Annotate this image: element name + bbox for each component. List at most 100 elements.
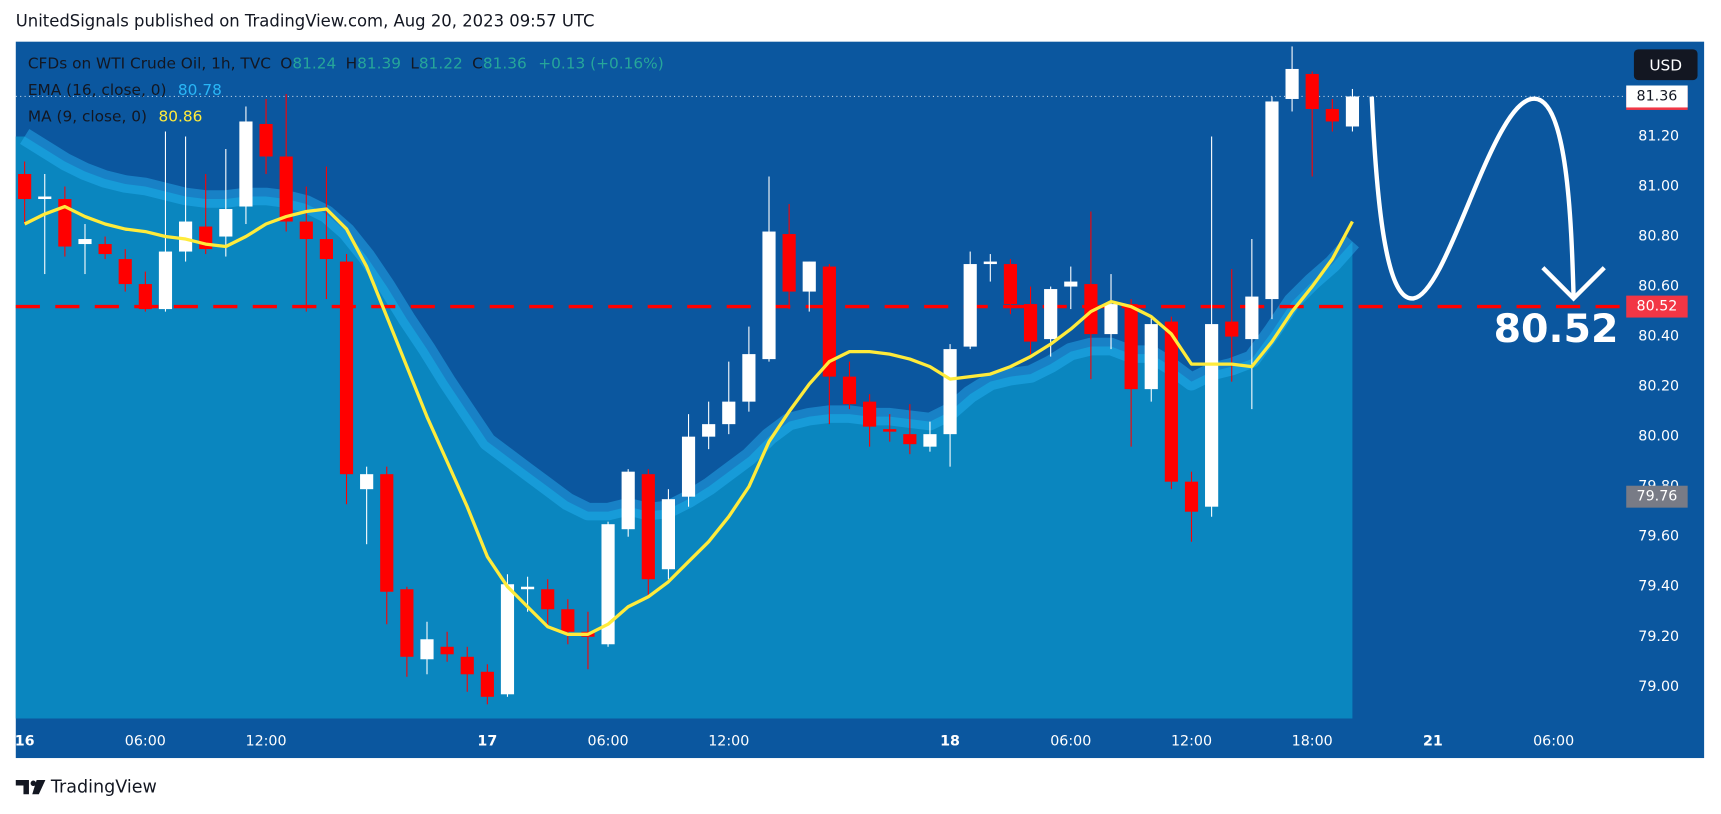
- x-tick-label: 06:00: [1050, 734, 1091, 750]
- drawn-arrow: [1369, 96, 1576, 301]
- high-value: 81.39: [357, 54, 401, 72]
- y-tick-label: 79.00: [1638, 679, 1679, 695]
- x-tick-label: 12:00: [708, 734, 749, 750]
- publisher: UnitedSignals published on TradingView.c…: [16, 11, 595, 30]
- change: +0.13 (+0.16%): [538, 54, 663, 72]
- candle-body: [219, 209, 233, 237]
- x-tick-label: 21: [1423, 734, 1443, 750]
- y-tick-label: 81.20: [1638, 128, 1679, 144]
- legend-value: 80.86: [158, 107, 202, 125]
- legend-name: EMA (16, close, 0): [28, 80, 167, 98]
- candle-body: [762, 231, 776, 360]
- candle-body: [742, 354, 756, 402]
- candle-body: [118, 259, 132, 285]
- y-tick-label: 79.40: [1638, 579, 1679, 595]
- x-tick-label: 17: [477, 734, 497, 750]
- candle-body: [681, 436, 696, 497]
- candle-body: [1305, 73, 1319, 109]
- price-badge: [1626, 85, 1688, 108]
- candle-body: [903, 434, 917, 445]
- candle-body: [1003, 264, 1018, 305]
- candle-body: [1285, 68, 1299, 99]
- axes: 79.0079.2079.4079.6079.8080.0080.2080.40…: [15, 85, 1688, 750]
- x-tick-label: 12:00: [1171, 734, 1212, 750]
- candle-body: [923, 434, 937, 447]
- candle-body: [18, 174, 32, 200]
- candle-body: [178, 221, 193, 252]
- candle-body: [1325, 108, 1339, 122]
- y-tick-label: 80.00: [1638, 429, 1679, 445]
- low-label: L: [410, 54, 419, 72]
- brand: TradingView: [50, 778, 157, 798]
- candle-body: [1044, 289, 1058, 340]
- candle-body: [521, 586, 535, 590]
- price-badge-label: 81.36: [1637, 88, 1678, 104]
- candle-body: [863, 401, 877, 427]
- candle-body: [621, 471, 635, 530]
- price-badge-label: 80.52: [1637, 299, 1678, 315]
- candle-body: [641, 474, 655, 580]
- candle-body: [1084, 284, 1098, 335]
- candle-body: [722, 401, 736, 425]
- candle-body: [420, 639, 434, 660]
- candle-body: [541, 589, 555, 610]
- candle-body: [460, 656, 474, 675]
- x-tick-label: 06:00: [1533, 734, 1574, 750]
- low-value: 81.22: [419, 54, 463, 72]
- candle-body: [259, 123, 273, 157]
- candle-body: [1023, 304, 1038, 342]
- candle-body: [1164, 321, 1178, 482]
- price-badge-label: 79.76: [1637, 489, 1678, 505]
- candle-body: [500, 584, 515, 695]
- candle-body: [883, 429, 897, 432]
- currency: USD: [1649, 56, 1682, 74]
- price-badge: [1626, 485, 1688, 508]
- legend-value: 80.78: [178, 80, 222, 98]
- x-tick-label: 12:00: [246, 734, 287, 750]
- candle-body: [983, 261, 997, 265]
- close-value: 81.36: [483, 54, 527, 72]
- candle-body: [98, 244, 112, 255]
- x-tick-label: 18:00: [1292, 734, 1333, 750]
- legend-name: MA (9, close, 0): [28, 107, 147, 125]
- candle-body: [561, 609, 575, 632]
- y-tick-label: 80.40: [1638, 329, 1679, 345]
- candle-body: [1064, 281, 1078, 287]
- open-value: 81.24: [292, 54, 336, 72]
- candle-body: [58, 199, 72, 247]
- candle-body: [842, 376, 857, 405]
- candle-body: [319, 239, 333, 260]
- candle-body: [1225, 321, 1239, 337]
- candle-body: [661, 499, 676, 570]
- candle-body: [1245, 296, 1259, 340]
- candle-body: [1345, 96, 1360, 127]
- ma-legend: MA (9, close, 0) 80.86: [28, 107, 203, 125]
- candle-body: [400, 589, 414, 657]
- currency-badge[interactable]: [1633, 49, 1698, 81]
- candle-body: [38, 196, 52, 200]
- x-tick-label: 06:00: [588, 734, 629, 750]
- candle-body: [1205, 324, 1219, 507]
- candle-body: [440, 646, 454, 655]
- candle-body: [601, 524, 615, 645]
- candle-body: [380, 474, 394, 592]
- x-tick-label: 16: [15, 734, 35, 750]
- candle-body: [963, 264, 977, 347]
- x-tick-label: 18: [940, 734, 960, 750]
- candle-body: [802, 261, 816, 292]
- close-label: C: [472, 54, 483, 72]
- y-tick-label: 80.80: [1638, 229, 1679, 245]
- candle-body: [360, 474, 374, 490]
- candle-body: [1104, 304, 1118, 335]
- candle-body: [78, 239, 92, 245]
- candle-body: [943, 349, 957, 435]
- high-label: H: [346, 54, 358, 72]
- y-tick-label: 80.20: [1638, 379, 1679, 395]
- candle-body: [702, 424, 716, 437]
- y-tick-label: 79.60: [1638, 529, 1679, 545]
- candle-body: [279, 156, 293, 222]
- candle-body: [339, 261, 354, 475]
- candle-body: [782, 234, 796, 292]
